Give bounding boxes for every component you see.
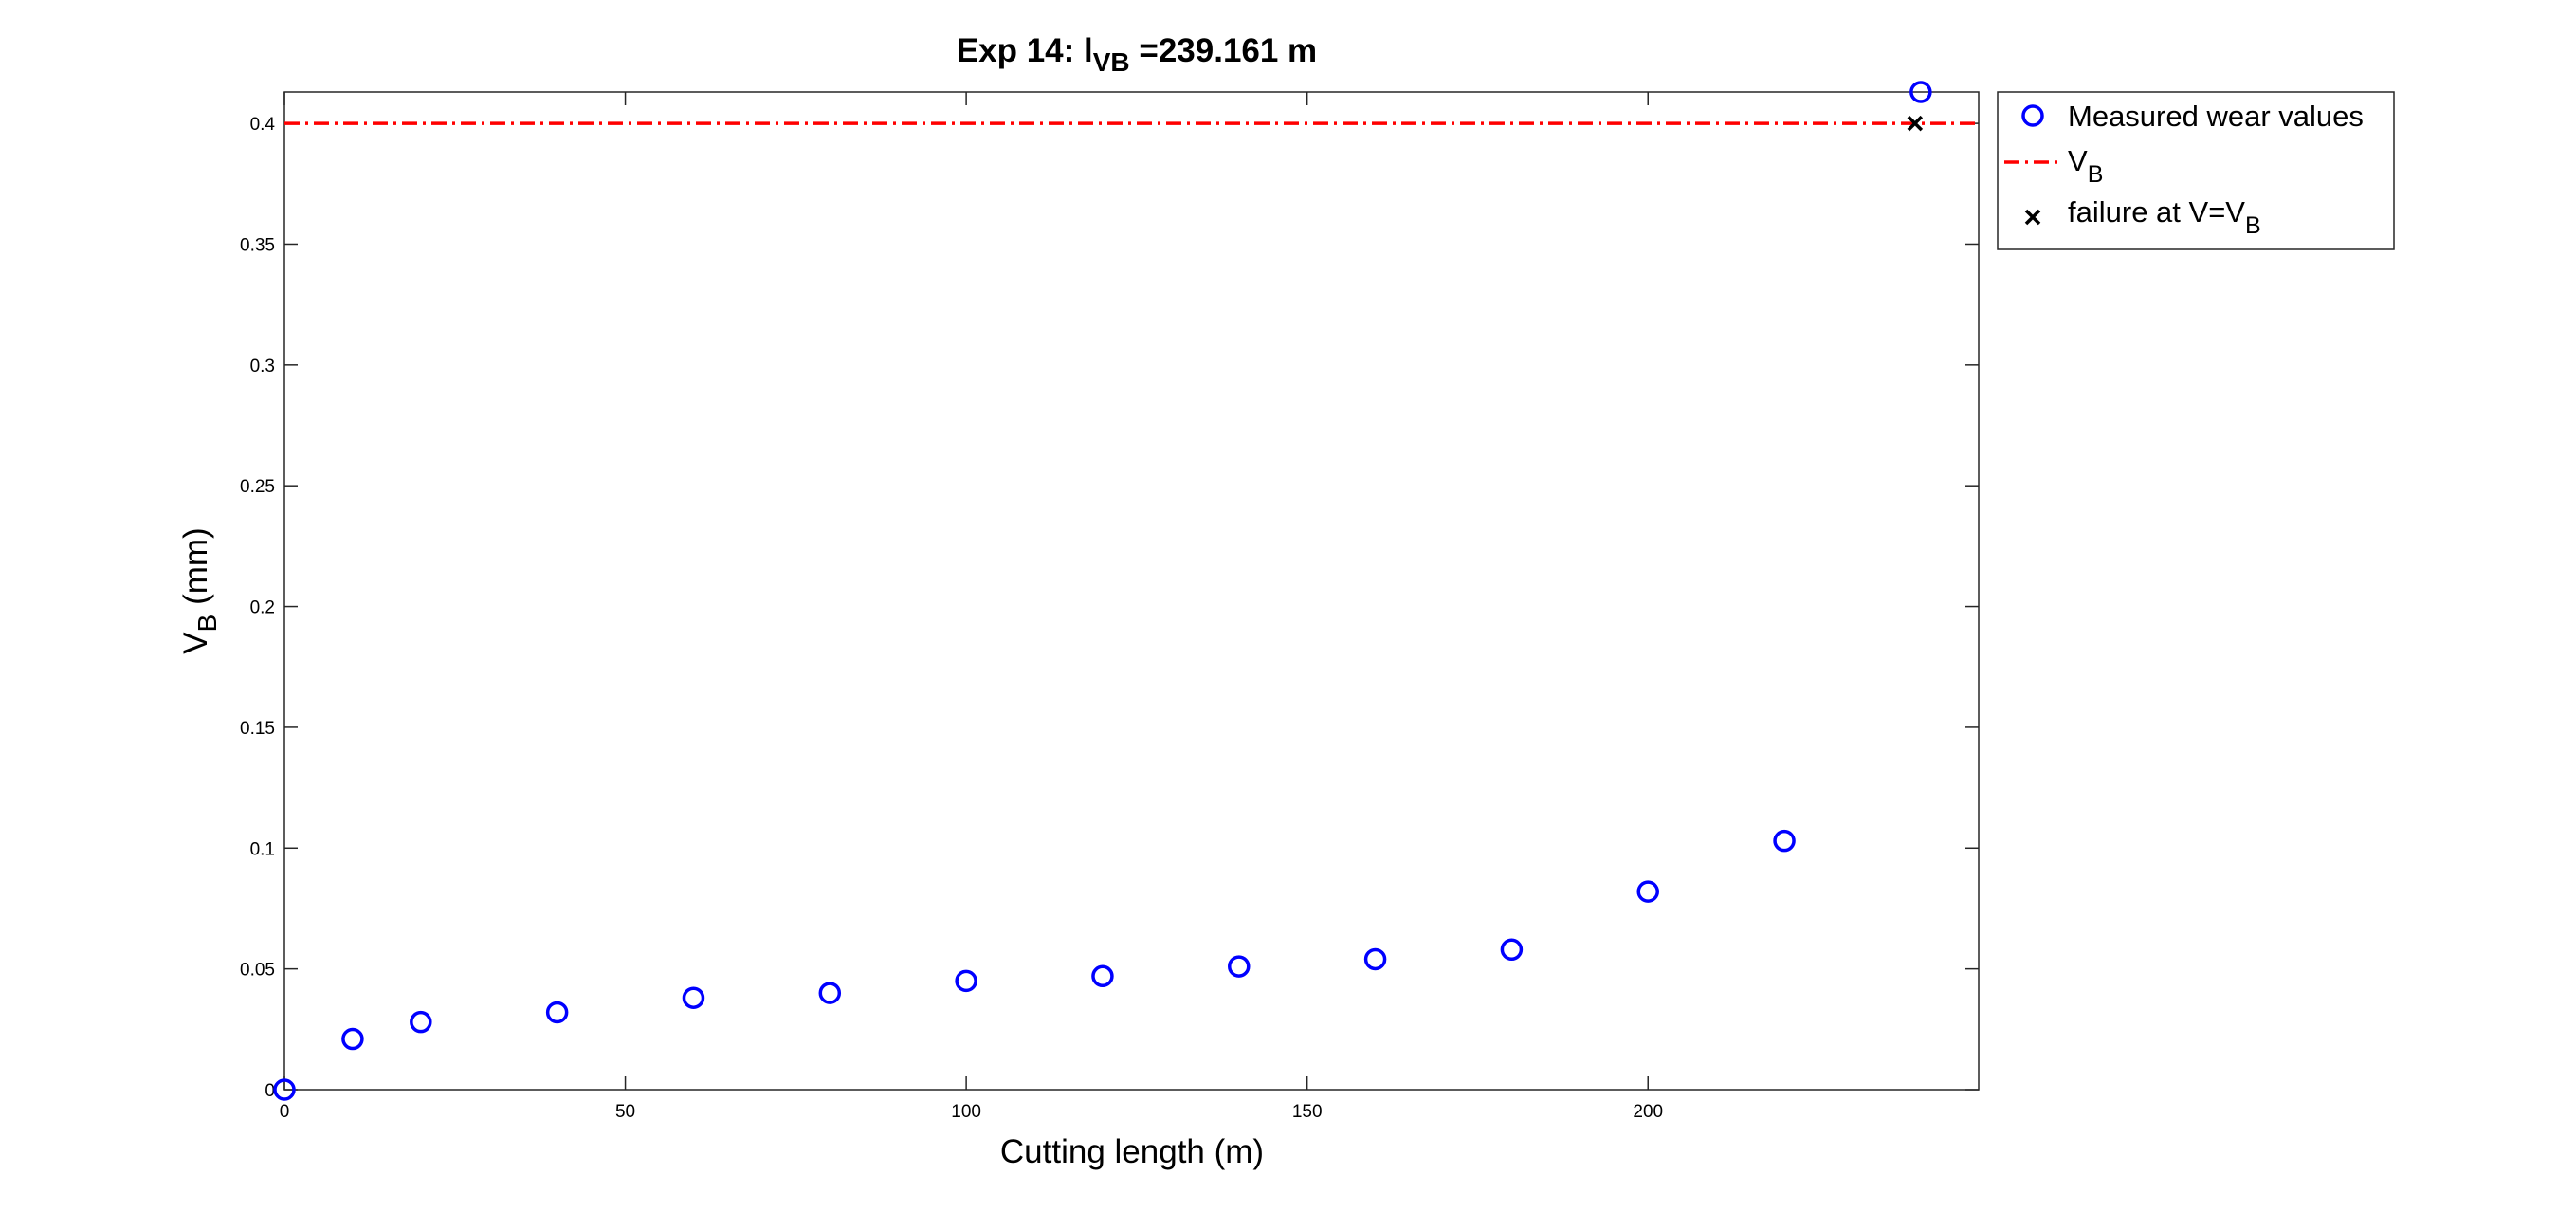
plot-area	[283, 91, 1980, 1091]
data-point	[1773, 829, 1796, 853]
y-tick-label: 0.2	[250, 598, 275, 618]
data-point	[818, 982, 842, 1004]
y-tick-label: 0.3	[250, 357, 275, 376]
y-tick-label: 0.35	[240, 235, 275, 255]
data-point	[341, 1027, 364, 1051]
legend-marker-measured	[2021, 104, 2044, 127]
y-tick-label: 0.4	[250, 115, 276, 135]
data-point	[273, 1078, 296, 1101]
x-tick-label: 100	[951, 1102, 981, 1122]
y-tick-label: 0.05	[240, 961, 275, 981]
data-layer	[273, 81, 1979, 1101]
y-axis-label: VB (mm)	[177, 527, 222, 653]
y-tick-label: 0	[265, 1081, 275, 1101]
legend-label-measured: Measured wear values	[2068, 100, 2364, 133]
data-point	[1500, 938, 1524, 962]
legend-box	[1997, 91, 2395, 250]
x-tick-label: 150	[1292, 1102, 1323, 1122]
data-point	[1363, 947, 1387, 971]
data-point	[682, 986, 705, 1009]
data-point	[545, 1001, 569, 1024]
data-point	[955, 969, 977, 993]
chart-title: Exp 14: lVB =239.161 m	[957, 32, 1317, 77]
failure-marker	[1907, 115, 1924, 132]
data-point	[1228, 955, 1251, 978]
data-point	[1091, 964, 1114, 988]
x-axis-label: Cutting length (m)	[1000, 1133, 1264, 1170]
legend-label-vb: VB	[2068, 144, 2103, 188]
legend-marker-failure	[2024, 209, 2041, 226]
y-tick-label: 0.1	[250, 839, 275, 859]
data-point	[1909, 81, 1932, 103]
data-point	[1636, 880, 1659, 903]
y-tick-label: 0.25	[240, 477, 275, 497]
legend-label-failure: failure at V=VB	[2068, 195, 2261, 239]
x-tick-label: 50	[615, 1102, 635, 1122]
y-axis: 0 0.05 0.1 0.15 0.2 0.25 0.3 0.35 0.4	[240, 115, 1979, 1101]
legend: Measured wear values VB failure at V=VB	[1997, 91, 2395, 250]
y-tick-label: 0.15	[240, 719, 275, 739]
x-tick-label: 0	[280, 1102, 290, 1122]
data-point	[410, 1010, 432, 1034]
x-tick-label: 200	[1633, 1102, 1663, 1122]
x-axis: 0 50 100 150 200	[280, 92, 1663, 1122]
